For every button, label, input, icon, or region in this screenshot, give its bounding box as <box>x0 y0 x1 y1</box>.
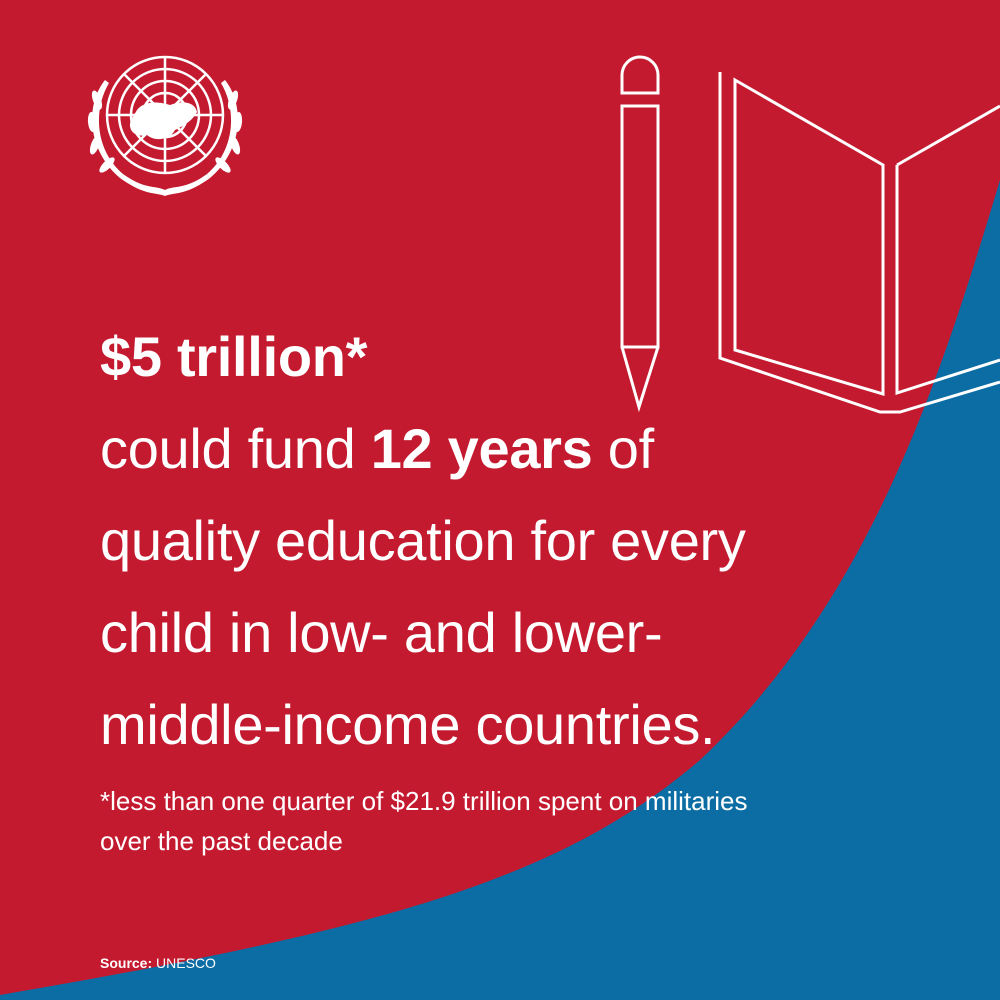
line2-pre: could fund <box>100 417 371 480</box>
footnote-line-1: *less than one quarter of $21.9 trillion… <box>100 786 748 816</box>
source-credit: Source: UNESCO <box>100 955 216 971</box>
open-book-icon <box>718 72 1000 414</box>
headline: $5 trillion* could fund 12 years of qual… <box>100 311 746 771</box>
headline-amount: $5 trillion* <box>100 311 746 403</box>
line2-bold: 12 years <box>370 417 593 480</box>
headline-line-5: middle-income countries. <box>100 693 716 756</box>
source-value: UNESCO <box>152 955 216 971</box>
un-emblem-icon <box>87 55 243 196</box>
headline-line-4: child in low- and lower- <box>100 601 663 664</box>
source-label: Source: <box>100 955 153 971</box>
footnote-line-2: over the past decade <box>100 826 343 856</box>
pencil-icon <box>620 55 660 413</box>
amount-text: $5 trillion* <box>100 325 368 388</box>
line2-post: of <box>592 417 654 480</box>
footnote: *less than one quarter of $21.9 trillion… <box>100 781 747 861</box>
headline-line-3: quality education for every <box>100 509 746 572</box>
blue-curve-region <box>0 180 1000 1000</box>
headline-line-2: could fund 12 years of <box>100 403 746 495</box>
